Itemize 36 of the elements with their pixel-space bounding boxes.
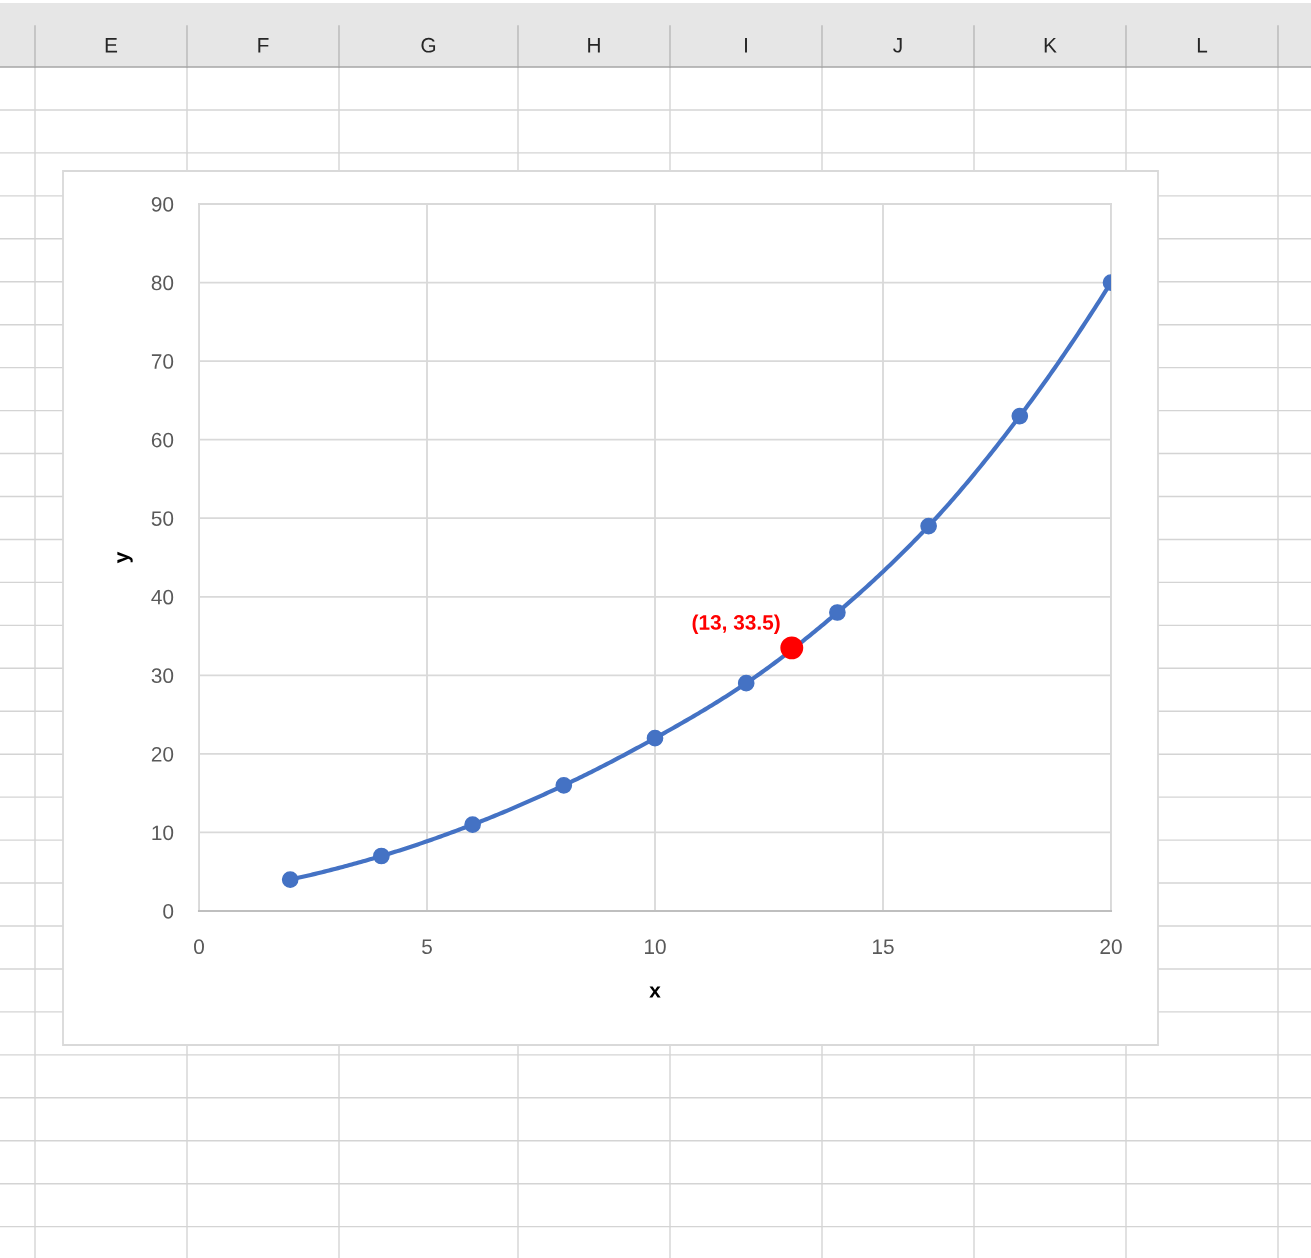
y-tick-label: 40 xyxy=(151,589,174,605)
y-tick-label: 30 xyxy=(151,668,174,684)
y-tick-label: 20 xyxy=(151,746,174,762)
point xyxy=(373,847,390,865)
point xyxy=(780,636,804,660)
point xyxy=(829,604,846,621)
y-tick-label: 70 xyxy=(151,354,174,369)
x-tick-label: 0 xyxy=(194,939,204,955)
y-tick-label: 0 xyxy=(163,904,174,919)
x-tick-label: 15 xyxy=(873,939,894,955)
point xyxy=(281,871,299,888)
text: L xyxy=(1197,38,1208,53)
point xyxy=(555,776,573,794)
y-tick-label: 90 xyxy=(151,197,174,212)
point xyxy=(646,729,664,747)
x-axis-title: x xyxy=(649,986,661,998)
text: I xyxy=(745,38,747,53)
x-tick-label: 20 xyxy=(1100,939,1122,955)
y-tick-label: 50 xyxy=(151,511,174,526)
point xyxy=(464,816,481,833)
y-axis-title: y xyxy=(117,551,133,564)
x-tick-label: 5 xyxy=(422,939,432,955)
text: G xyxy=(421,37,436,53)
y-tick-label: 60 xyxy=(151,432,174,448)
point xyxy=(737,674,755,692)
data-label: (13, 33.5) xyxy=(692,614,780,634)
text: J xyxy=(893,38,902,53)
point xyxy=(1011,407,1029,425)
text: H xyxy=(588,38,600,53)
text: F xyxy=(258,38,269,53)
text: K xyxy=(1044,38,1057,53)
text: E xyxy=(105,38,118,53)
y-tick-label: 80 xyxy=(151,275,174,291)
y-tick-label: 10 xyxy=(152,825,174,841)
x-tick-label: 10 xyxy=(645,939,666,955)
point xyxy=(920,517,937,535)
